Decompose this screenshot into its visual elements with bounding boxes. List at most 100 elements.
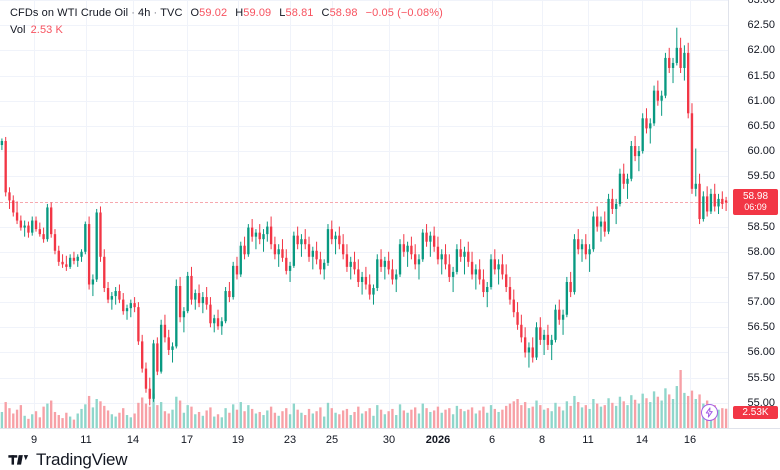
volume-bar — [546, 408, 550, 428]
volume-bar — [512, 401, 515, 428]
candle-body — [668, 57, 671, 68]
volume-bar — [300, 412, 303, 428]
candle-body — [296, 235, 299, 245]
volume-bar — [266, 410, 269, 428]
volume-bar — [687, 395, 690, 428]
volume-bar — [588, 408, 591, 428]
volume-bar — [425, 408, 428, 428]
open-value: 59.02 — [199, 7, 228, 19]
volume-bar — [232, 404, 235, 428]
volume-bar — [8, 408, 11, 428]
volume-bar — [307, 408, 311, 428]
candle-body — [444, 254, 447, 265]
candle-wick — [65, 255, 67, 271]
price-tick-label: 58.50 — [747, 220, 775, 233]
candle-body — [482, 279, 485, 293]
chart-legend[interactable]: CFDs on WTI Crude Oil · 4h · TVC O59.02 … — [10, 6, 443, 38]
price-tick-label: 55.00 — [747, 396, 775, 409]
candle-body — [31, 220, 34, 233]
candle-body — [626, 178, 629, 184]
lightning-bolt-icon[interactable] — [701, 404, 719, 421]
gridline-horizontal — [0, 227, 728, 228]
volume-bar — [311, 413, 314, 428]
candle-body — [542, 334, 546, 340]
candle-body — [372, 288, 375, 295]
price-tick-label: 56.50 — [747, 321, 775, 334]
volume-bar — [50, 400, 53, 428]
candle-wick — [441, 249, 443, 275]
gridline-vertical — [492, 0, 493, 428]
candle-body — [531, 347, 534, 358]
volume-bar — [57, 415, 60, 428]
chart-plot-area[interactable] — [0, 0, 728, 428]
close-value: 58.98 — [329, 7, 358, 19]
volume-bar — [296, 409, 299, 428]
candle-body — [213, 318, 216, 324]
ohlc-high: H59.09 — [235, 6, 271, 21]
volume-bar — [398, 404, 402, 428]
candle-body — [84, 224, 87, 252]
volume-bar — [482, 406, 485, 428]
volume-bar — [258, 411, 261, 428]
volume-bar — [182, 412, 186, 428]
candle-body — [698, 183, 701, 220]
volume-bar — [406, 412, 409, 428]
price-tick-label: 61.50 — [747, 69, 775, 82]
candle-body — [656, 90, 660, 101]
symbol-name[interactable]: CFDs on WTI Crude Oil — [10, 7, 129, 19]
volume-bar — [637, 403, 641, 428]
volume-bar — [125, 415, 129, 428]
volume-bar — [645, 398, 648, 428]
volume-bar — [467, 409, 470, 428]
candle-body — [561, 314, 565, 320]
time-tick-label: 14 — [635, 434, 649, 446]
candle-body — [76, 256, 79, 261]
candle-body — [148, 388, 151, 399]
volume-bar — [80, 408, 83, 428]
volume-bar — [429, 411, 432, 428]
candle-body — [512, 299, 515, 313]
candle-body — [250, 227, 254, 237]
candle-body — [596, 216, 599, 227]
candle-body — [197, 293, 201, 304]
candle-body — [4, 140, 7, 193]
legend-volume-row[interactable]: Vol 2.53 K — [10, 23, 443, 38]
volume-bar — [76, 413, 79, 428]
volume-bar — [470, 407, 474, 428]
footer-branding[interactable]: TradingView — [8, 450, 128, 470]
candle-body — [152, 343, 155, 399]
interval-label[interactable]: 4h — [138, 7, 151, 19]
volume-bar — [448, 408, 451, 428]
volume-bar — [247, 405, 250, 428]
volume-value: 2.53 K — [30, 24, 63, 36]
candle-body — [573, 239, 576, 293]
candle-body — [516, 312, 519, 325]
volume-bar — [228, 412, 231, 428]
candle-body — [671, 62, 675, 68]
candle-body — [539, 327, 542, 340]
volume-bar — [573, 395, 576, 428]
time-tick-label: 30 — [382, 434, 396, 446]
candle-body — [493, 259, 496, 270]
volume-bar — [209, 407, 212, 428]
price-scale[interactable]: 58.98 06:09 2.53K 63.00 62.50 62.00 61.50 61… — [728, 0, 780, 428]
volume-bar — [190, 406, 193, 428]
candle-body — [448, 264, 451, 277]
volume-bar — [516, 399, 519, 428]
volume-bar — [455, 405, 459, 428]
candle-body — [368, 284, 371, 295]
candle-body — [300, 239, 303, 245]
volume-bar — [129, 417, 132, 428]
volume-bar — [652, 391, 656, 428]
volume-bar — [99, 401, 102, 428]
time-scale[interactable]: 9 11 14 17 19 23 25 30 2026 6 8 11 14 16 — [0, 428, 780, 450]
gridline-horizontal — [0, 403, 728, 404]
candle-body — [463, 251, 466, 257]
legend-separator-1: · — [131, 7, 135, 19]
candle-body — [721, 198, 724, 204]
candle-wick — [361, 271, 363, 295]
volume-bar — [338, 414, 341, 428]
volume-bar — [95, 399, 98, 428]
candle-body — [683, 52, 686, 68]
volume-bar — [239, 402, 242, 428]
